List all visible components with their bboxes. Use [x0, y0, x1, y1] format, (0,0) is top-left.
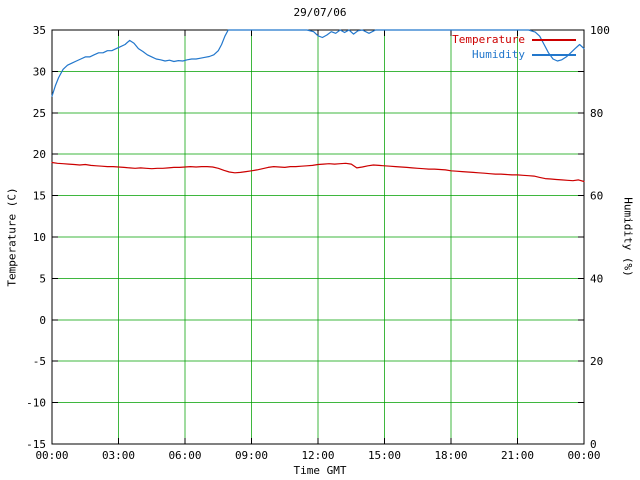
- svg-text:35: 35: [33, 24, 46, 37]
- svg-text:15: 15: [33, 190, 46, 203]
- legend-label-humidity: Humidity: [472, 48, 525, 61]
- svg-text:20: 20: [33, 148, 46, 161]
- svg-text:25: 25: [33, 107, 46, 120]
- legend-line-humidity-icon: [532, 53, 576, 56]
- svg-text:0: 0: [39, 314, 46, 327]
- data-series: [51, 29, 585, 183]
- svg-text:00:00: 00:00: [567, 449, 600, 462]
- svg-text:40: 40: [590, 272, 603, 285]
- svg-text:06:00: 06:00: [168, 449, 201, 462]
- svg-text:15:00: 15:00: [368, 449, 401, 462]
- legend-label-temperature: Temperature: [452, 33, 525, 46]
- svg-text:03:00: 03:00: [102, 449, 135, 462]
- svg-text:30: 30: [33, 65, 46, 78]
- svg-text:100: 100: [590, 24, 610, 37]
- svg-text:60: 60: [590, 190, 603, 203]
- legend-item-temperature: Temperature: [452, 32, 576, 47]
- svg-text:09:00: 09:00: [235, 449, 268, 462]
- legend: Temperature Humidity: [452, 32, 576, 62]
- svg-text:-15: -15: [26, 438, 46, 451]
- legend-item-humidity: Humidity: [452, 47, 576, 62]
- grid-lines: [51, 29, 585, 445]
- x-axis-label: Time GMT: [293, 464, 347, 477]
- svg-text:80: 80: [590, 107, 603, 120]
- svg-text:12:00: 12:00: [301, 449, 334, 462]
- svg-text:-5: -5: [33, 355, 46, 368]
- svg-text:10: 10: [33, 231, 46, 244]
- svg-text:-10: -10: [26, 397, 46, 410]
- right-axis-label: Humidity (%): [621, 197, 635, 277]
- svg-text:21:00: 21:00: [501, 449, 534, 462]
- left-axis-label: Temperature (C): [5, 187, 19, 287]
- svg-text:0: 0: [590, 438, 597, 451]
- chart-title: 29/07/06: [293, 6, 347, 19]
- svg-text:5: 5: [39, 272, 46, 285]
- svg-text:00:00: 00:00: [35, 449, 68, 462]
- svg-text:18:00: 18:00: [434, 449, 467, 462]
- legend-line-temperature-icon: [532, 38, 576, 41]
- plot-frame: [51, 29, 585, 445]
- svg-text:20: 20: [590, 355, 603, 368]
